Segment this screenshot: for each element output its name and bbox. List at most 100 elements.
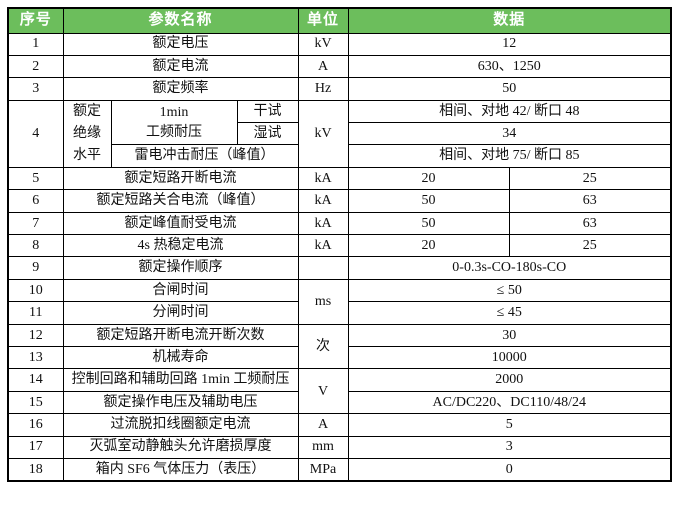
data-cell-left: 20: [347, 166, 510, 191]
data-cell: 10000: [347, 345, 672, 370]
data-cell: 34: [347, 122, 672, 146]
data-cell: 12: [347, 32, 672, 56]
header-data: 数据: [347, 7, 672, 34]
unit-cell: mm: [297, 435, 349, 459]
parameter-name-cell: 机械寿命: [62, 345, 299, 370]
table-row: 14 控制回路和辅助回路 1min 工频耐压 V 2000: [7, 368, 672, 415]
data-cell: ≤ 50: [347, 278, 672, 303]
unit-cell: A: [297, 54, 349, 79]
row-number-cell: 10: [7, 278, 64, 303]
data-cell-left: 20: [347, 234, 510, 258]
power-frequency-withstand-cell: 1min 工频耐压: [110, 99, 238, 146]
table-row: 17 灭弧室动静触头允许磨损厚度 mm 3: [7, 435, 672, 459]
table-row: 10 合闸时间 ms ≤ 50: [7, 278, 672, 325]
table-row: 11 分闸时间 ≤ 45: [7, 301, 672, 325]
row-number-cell: 9: [7, 256, 64, 280]
parameter-name-cell: 额定操作电压及辅助电压: [62, 390, 299, 415]
parameter-name-cell: 额定电压: [62, 32, 299, 56]
table-row: 7 额定峰值耐受电流 kA 50 63: [7, 211, 672, 236]
spec-table: 序号 参数名称 单位 数据 1 额定电压 kV 12 2 额定电流 A 630、…: [7, 7, 673, 482]
table-row: 13 机械寿命 10000: [7, 345, 672, 370]
parameter-name-cell: 额定短路关合电流（峰值）: [62, 189, 299, 213]
parameter-name-cell: 过流脱扣线圈额定电流: [62, 413, 299, 437]
table-row: 6 额定短路关合电流（峰值） kA 50 63: [7, 189, 672, 213]
row-number-cell: 3: [7, 77, 64, 101]
unit-cell: V: [297, 368, 349, 415]
parameter-name-cell: 额定短路开断电流: [62, 166, 299, 191]
data-cell: 3: [347, 435, 672, 459]
table-row: 16 过流脱扣线圈额定电流 A 5: [7, 413, 672, 437]
data-cell: 相间、对地 75/ 断口 85: [347, 144, 672, 168]
parameter-name-cell: 合闸时间: [62, 278, 299, 303]
lightning-impulse-cell: 雷电冲击耐压（峰值）: [110, 144, 299, 168]
row-number-cell: 18: [7, 457, 64, 482]
unit-cell: [297, 256, 349, 280]
row-number-cell: 7: [7, 211, 64, 236]
data-cell-right: 25: [508, 234, 672, 258]
unit-cell: kV: [297, 32, 349, 56]
data-cell: 2000: [347, 368, 672, 392]
parameter-name-cell: 控制回路和辅助回路 1min 工频耐压: [62, 368, 299, 392]
unit-cell: kV: [297, 99, 349, 168]
data-cell: 630、1250: [347, 54, 672, 79]
data-cell: 0: [347, 457, 672, 482]
data-cell: 30: [347, 323, 672, 347]
row-number-cell: 14: [7, 368, 64, 392]
header-unit: 单位: [297, 7, 349, 34]
row-number-cell: 1: [7, 32, 64, 56]
dry-test-cell: 干试: [236, 99, 299, 124]
table-row: 2 额定电流 A 630、1250: [7, 54, 672, 79]
row-number-cell: 11: [7, 301, 64, 325]
table-row: 8 4s 热稳定电流 kA 20 25: [7, 234, 672, 258]
parameter-name-cell: 额定峰值耐受电流: [62, 211, 299, 236]
parameter-name-cell: 分闸时间: [62, 301, 299, 325]
freq-line2: 工频耐压: [146, 124, 202, 140]
data-cell: ≤ 45: [347, 301, 672, 325]
table-row: 5 额定短路开断电流 kA 20 25: [7, 166, 672, 191]
parameter-group-cell: 额定绝缘水平: [62, 99, 112, 168]
parameter-name-cell: 额定电流: [62, 54, 299, 79]
row-number-cell: 17: [7, 435, 64, 459]
unit-cell: MPa: [297, 457, 349, 482]
parameter-name-cell: 额定操作顺序: [62, 256, 299, 280]
row-number-cell: 6: [7, 189, 64, 213]
row-number-cell: 8: [7, 234, 64, 258]
data-cell-left: 50: [347, 211, 510, 236]
header-parameter-name: 参数名称: [62, 7, 299, 34]
unit-cell: 次: [297, 323, 349, 370]
data-cell: AC/DC220、DC110/48/24: [347, 390, 672, 415]
table-row: 12 额定短路开断电流开断次数 次 30: [7, 323, 672, 370]
table-row-insulation-dry: 4 额定绝缘水平 1min 工频耐压 干试 kV 相间、对地 42/ 断口 48: [7, 99, 672, 168]
data-cell-right: 25: [508, 166, 672, 191]
parameter-name-cell: 箱内 SF6 气体压力（表压）: [62, 457, 299, 482]
header-row: 序号 参数名称 单位 数据: [7, 7, 672, 34]
data-cell-left: 50: [347, 189, 510, 213]
data-cell-right: 63: [508, 189, 672, 213]
unit-cell: kA: [297, 234, 349, 258]
unit-cell: A: [297, 413, 349, 437]
row-number-cell: 2: [7, 54, 64, 79]
row-number-cell: 15: [7, 390, 64, 415]
page: 序号 参数名称 单位 数据 1 额定电压 kV 12 2 额定电流 A 630、…: [7, 7, 673, 482]
data-cell-right: 63: [508, 211, 672, 236]
unit-cell: kA: [297, 166, 349, 191]
unit-cell: kA: [297, 189, 349, 213]
data-cell: 50: [347, 77, 672, 101]
unit-cell: kA: [297, 211, 349, 236]
unit-cell: ms: [297, 278, 349, 325]
table-row: 1 额定电压 kV 12: [7, 32, 672, 56]
freq-line1: 1min: [159, 104, 189, 120]
table-row: 3 额定频率 Hz 50: [7, 77, 672, 101]
data-cell: 相间、对地 42/ 断口 48: [347, 99, 672, 124]
row-number-cell: 4: [7, 99, 64, 168]
row-number-cell: 13: [7, 345, 64, 370]
row-number-cell: 5: [7, 166, 64, 191]
table-row: 18 箱内 SF6 气体压力（表压） MPa 0: [7, 457, 672, 482]
row-number-cell: 16: [7, 413, 64, 437]
wet-test-cell: 湿试: [236, 122, 299, 146]
insulation-level-label: 额定绝缘水平: [72, 104, 101, 163]
header-no: 序号: [7, 7, 64, 34]
parameter-name-cell: 额定频率: [62, 77, 299, 101]
row-number-cell: 12: [7, 323, 64, 347]
parameter-name-cell: 灭弧室动静触头允许磨损厚度: [62, 435, 299, 459]
